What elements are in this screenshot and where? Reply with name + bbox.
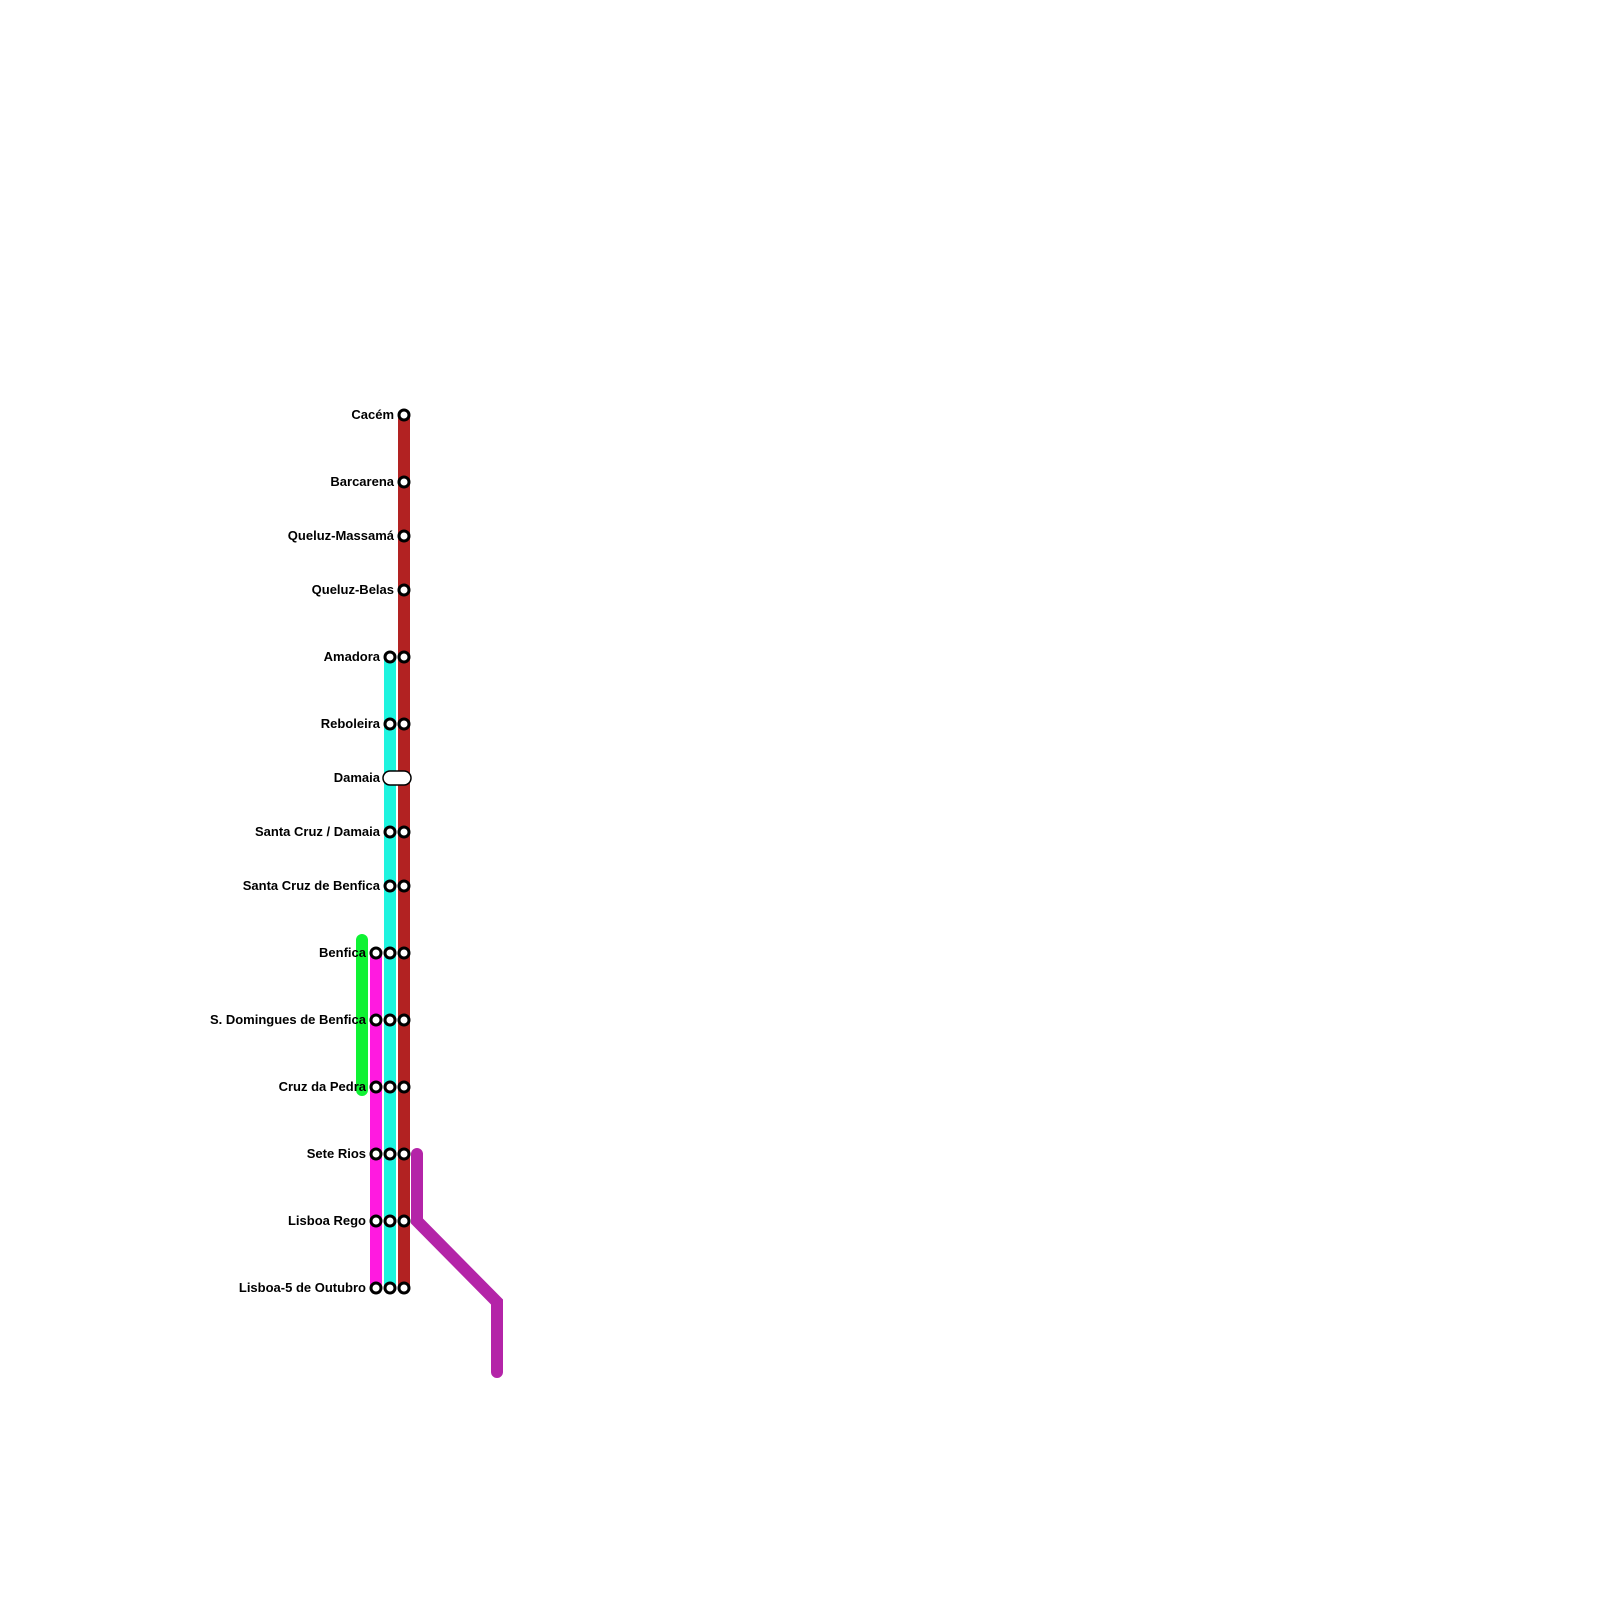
station-label-queluz-belas: Queluz-Belas <box>312 582 394 597</box>
station-marker-lisboa-5-de-outubro <box>383 1281 397 1295</box>
station-marker-queluz-massama <box>397 529 411 543</box>
station-marker-santa-cruz-de-benfica <box>397 879 411 893</box>
station-marker-amadora <box>383 650 397 664</box>
station-label-queluz-massama: Queluz-Massamá <box>288 528 395 543</box>
station-marker-s-domingues-de-benfica <box>369 1013 383 1027</box>
station-marker-benfica <box>397 946 411 960</box>
station-label-amadora: Amadora <box>324 649 381 664</box>
station-label-santa-cruz-de-benfica: Santa Cruz de Benfica <box>243 878 381 893</box>
station-label-damaia: Damaia <box>334 770 381 785</box>
station-marker-queluz-belas <box>397 583 411 597</box>
station-marker-santa-cruz-damaia <box>383 825 397 839</box>
station-marker-cruz-da-pedra <box>369 1080 383 1094</box>
station-label-lisboa-rego: Lisboa Rego <box>288 1213 366 1228</box>
station-label-reboleira: Reboleira <box>321 716 381 731</box>
station-marker-lisboa-rego <box>383 1214 397 1228</box>
station-label-benfica: Benfica <box>319 945 367 960</box>
station-marker-sete-rios <box>397 1147 411 1161</box>
station-marker-reboleira <box>383 717 397 731</box>
station-marker-s-domingues-de-benfica <box>383 1013 397 1027</box>
label-layer: Cacém Barcarena Queluz-Massamá Queluz-Belas… <box>210 407 395 1295</box>
station-marker-cacem <box>397 408 411 422</box>
station-marker-reboleira <box>397 717 411 731</box>
station-label-s-domingues-de-benfica: S. Domingues de Benfica <box>210 1012 367 1027</box>
station-label-sete-rios: Sete Rios <box>307 1146 366 1161</box>
station-label-cruz-da-pedra: Cruz da Pedra <box>279 1079 367 1094</box>
station-marker-cruz-da-pedra <box>383 1080 397 1094</box>
station-marker-benfica <box>369 946 383 960</box>
stop-layer <box>369 408 412 1295</box>
station-label-barcarena: Barcarena <box>330 474 394 489</box>
station-marker-lisboa-rego <box>369 1214 383 1228</box>
station-marker-santa-cruz-de-benfica <box>383 879 397 893</box>
station-marker-benfica <box>383 946 397 960</box>
station-marker-amadora <box>397 650 411 664</box>
station-label-lisboa-5-de-outubro: Lisboa-5 de Outubro <box>239 1280 366 1295</box>
station-marker-barcarena <box>397 475 411 489</box>
station-marker-damaia <box>382 770 412 786</box>
station-marker-sete-rios <box>383 1147 397 1161</box>
station-marker-lisboa-5-de-outubro <box>397 1281 411 1295</box>
station-marker-lisboa-rego <box>397 1214 411 1228</box>
line-layer <box>356 415 503 1378</box>
purple-line <box>411 1148 503 1378</box>
station-marker-cruz-da-pedra <box>397 1080 411 1094</box>
station-label-santa-cruz-damaia: Santa Cruz / Damaia <box>255 824 381 839</box>
station-marker-santa-cruz-damaia <box>397 825 411 839</box>
station-marker-sete-rios <box>369 1147 383 1161</box>
station-marker-lisboa-5-de-outubro <box>369 1281 383 1295</box>
station-marker-s-domingues-de-benfica <box>397 1013 411 1027</box>
station-label-cacem: Cacém <box>351 407 394 422</box>
